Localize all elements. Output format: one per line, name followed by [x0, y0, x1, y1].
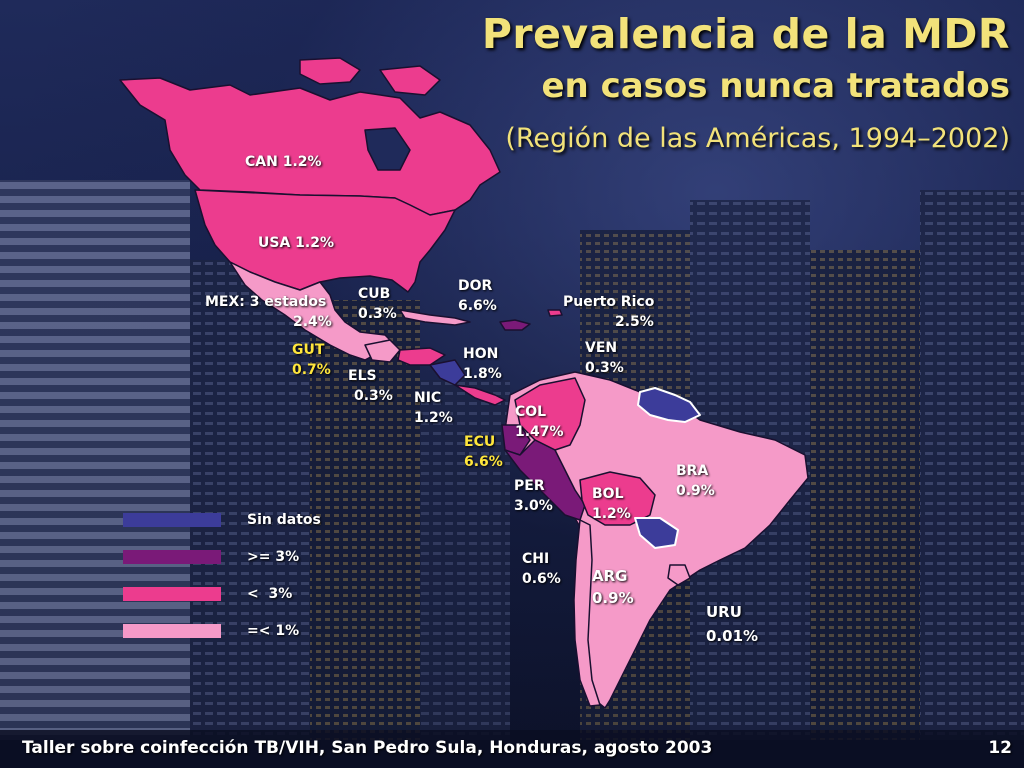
label-usa-name: USA — [258, 235, 291, 251]
label-pri-value: 2.5% — [615, 314, 654, 330]
label-bol: BOL 1.2% — [592, 484, 631, 524]
label-can-name: CAN — [245, 154, 278, 170]
label-arg: ARG 0.9% — [592, 565, 634, 609]
chile-shape — [573, 519, 601, 707]
label-col-value: 1.47% — [515, 424, 564, 440]
label-els: ELS 0.3% — [348, 366, 393, 406]
label-bol-value: 1.2% — [592, 506, 631, 522]
arctic-islands-shape — [299, 57, 361, 85]
cuba-shape — [399, 309, 471, 326]
label-per-value: 3.0% — [514, 498, 553, 514]
label-usa: USA 1.2% — [258, 233, 334, 253]
label-nic-name: NIC — [414, 390, 442, 406]
label-chi: CHI 0.6% — [522, 549, 561, 589]
page-number: 12 — [988, 738, 1012, 758]
label-per: PER 3.0% — [514, 476, 553, 516]
legend-swatch-le1 — [123, 624, 221, 638]
label-ecu-value: 6.6% — [464, 454, 503, 470]
guatemala-shape — [364, 339, 401, 363]
label-hon-value: 1.8% — [463, 366, 502, 382]
label-pri-name: Puerto Rico — [563, 294, 655, 310]
panama-shape — [454, 384, 506, 406]
ecuador-shape — [501, 424, 531, 456]
venezuela-shape — [637, 387, 701, 423]
label-gut: GUT 0.7% — [292, 340, 331, 380]
legend-label-no-data: Sin datos — [247, 512, 321, 528]
canada-shape — [119, 77, 501, 216]
nicaragua-shape — [429, 359, 466, 386]
label-dor: DOR 6.6% — [458, 276, 497, 316]
slide-region: (Región de las Américas, 1994–2002) — [505, 123, 1010, 154]
label-gut-name: GUT — [292, 342, 325, 358]
label-nic-value: 1.2% — [414, 410, 453, 426]
label-mex-name: MEX: 3 estados — [205, 294, 327, 310]
slide-title: Prevalencia de la MDR — [481, 10, 1010, 58]
hudson-bay-shape — [364, 127, 411, 171]
label-bra-name: BRA — [676, 463, 709, 479]
label-arg-value: 0.9% — [592, 589, 634, 607]
label-can-value: 1.2% — [282, 154, 322, 170]
legend-swatch-ge3 — [123, 550, 221, 564]
label-col-name: COL — [515, 404, 547, 420]
label-uru: URU 0.01% — [706, 600, 758, 648]
slide-subtitle: en casos nunca tratados — [541, 66, 1010, 106]
label-pri: Puerto Rico 2.5% — [563, 292, 654, 332]
label-chi-value: 0.6% — [522, 571, 561, 587]
label-hon: HON 1.8% — [463, 344, 502, 384]
label-col: COL 1.47% — [515, 402, 564, 442]
label-els-value: 0.3% — [354, 388, 393, 404]
paraguay-shape — [634, 517, 679, 549]
label-can: CAN 1.2% — [245, 152, 322, 172]
arctic-islands-shape-2 — [379, 65, 441, 96]
label-ecu-name: ECU — [464, 434, 496, 450]
legend-label-le1: =< 1% — [247, 623, 300, 639]
label-els-name: ELS — [348, 368, 377, 384]
label-bra-value: 0.9% — [676, 483, 715, 499]
label-nic: NIC 1.2% — [414, 388, 453, 428]
uruguay-shape — [667, 564, 691, 586]
colombia-shape — [514, 377, 586, 451]
label-ecu: ECU 6.6% — [464, 432, 503, 472]
label-uru-name: URU — [706, 603, 742, 621]
label-mex: MEX: 3 estados 2.4% — [205, 292, 332, 332]
legend-label-ge3: >= 3% — [247, 549, 300, 565]
label-ven-name: VEN — [585, 340, 618, 356]
slide-footer: Taller sobre coinfección TB/VIH, San Ped… — [22, 738, 713, 758]
legend-label-lt3: < 3% — [247, 586, 293, 602]
label-cub-value: 0.3% — [358, 306, 397, 322]
label-ven: VEN 0.3% — [585, 338, 624, 378]
hispaniola-shape — [499, 319, 531, 331]
puerto-rico-shape — [547, 309, 563, 317]
legend-swatch-lt3 — [123, 587, 221, 601]
label-gut-value: 0.7% — [292, 362, 331, 378]
label-usa-value: 1.2% — [295, 235, 334, 251]
label-dor-value: 6.6% — [458, 298, 497, 314]
label-arg-name: ARG — [592, 567, 628, 585]
label-per-name: PER — [514, 478, 545, 494]
label-bra: BRA 0.9% — [676, 461, 715, 501]
label-mex-value: 2.4% — [293, 314, 332, 330]
legend-swatch-no-data — [123, 513, 221, 527]
label-bol-name: BOL — [592, 486, 624, 502]
label-hon-name: HON — [463, 346, 499, 362]
label-ven-value: 0.3% — [585, 360, 624, 376]
label-chi-name: CHI — [522, 551, 550, 567]
honduras-shape — [397, 347, 446, 366]
label-uru-value: 0.01% — [706, 627, 759, 645]
label-cub-name: CUB — [358, 286, 391, 302]
label-dor-name: DOR — [458, 278, 493, 294]
label-cub: CUB 0.3% — [358, 284, 397, 324]
